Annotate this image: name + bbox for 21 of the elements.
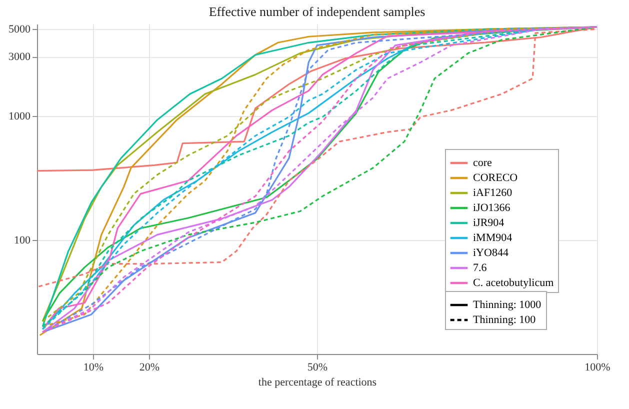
x-tick-label: 10%: [83, 362, 104, 374]
legend-label: Thinning: 100: [473, 314, 536, 326]
y-tick-label: 3000: [8, 51, 31, 64]
legend-label: iYO844: [473, 247, 509, 259]
legend-label: CORECO: [473, 172, 518, 184]
x-tick-label: 50%: [307, 362, 328, 374]
legend-label: iMM904: [473, 232, 513, 244]
y-tick-label: 100: [14, 234, 31, 246]
legend-label: iJR904: [473, 217, 505, 229]
legend-label: Thinning: 1000: [473, 299, 542, 311]
x-axis-title: the percentage of reactions: [258, 376, 377, 388]
x-tick-label: 100%: [584, 362, 610, 374]
y-tick-label: 5000: [8, 24, 31, 36]
y-tick-label: 1000: [8, 110, 31, 122]
legend-label: iAF1260: [473, 187, 513, 199]
legend-label: core: [473, 157, 492, 169]
chart-title: Effective number of independent samples: [208, 4, 426, 20]
legend-label: iJO1366: [473, 202, 511, 214]
legend-label: 7.6: [473, 262, 488, 274]
x-tick-label: 20%: [139, 362, 160, 374]
legend-label: C. acetobutylicum: [473, 277, 554, 289]
